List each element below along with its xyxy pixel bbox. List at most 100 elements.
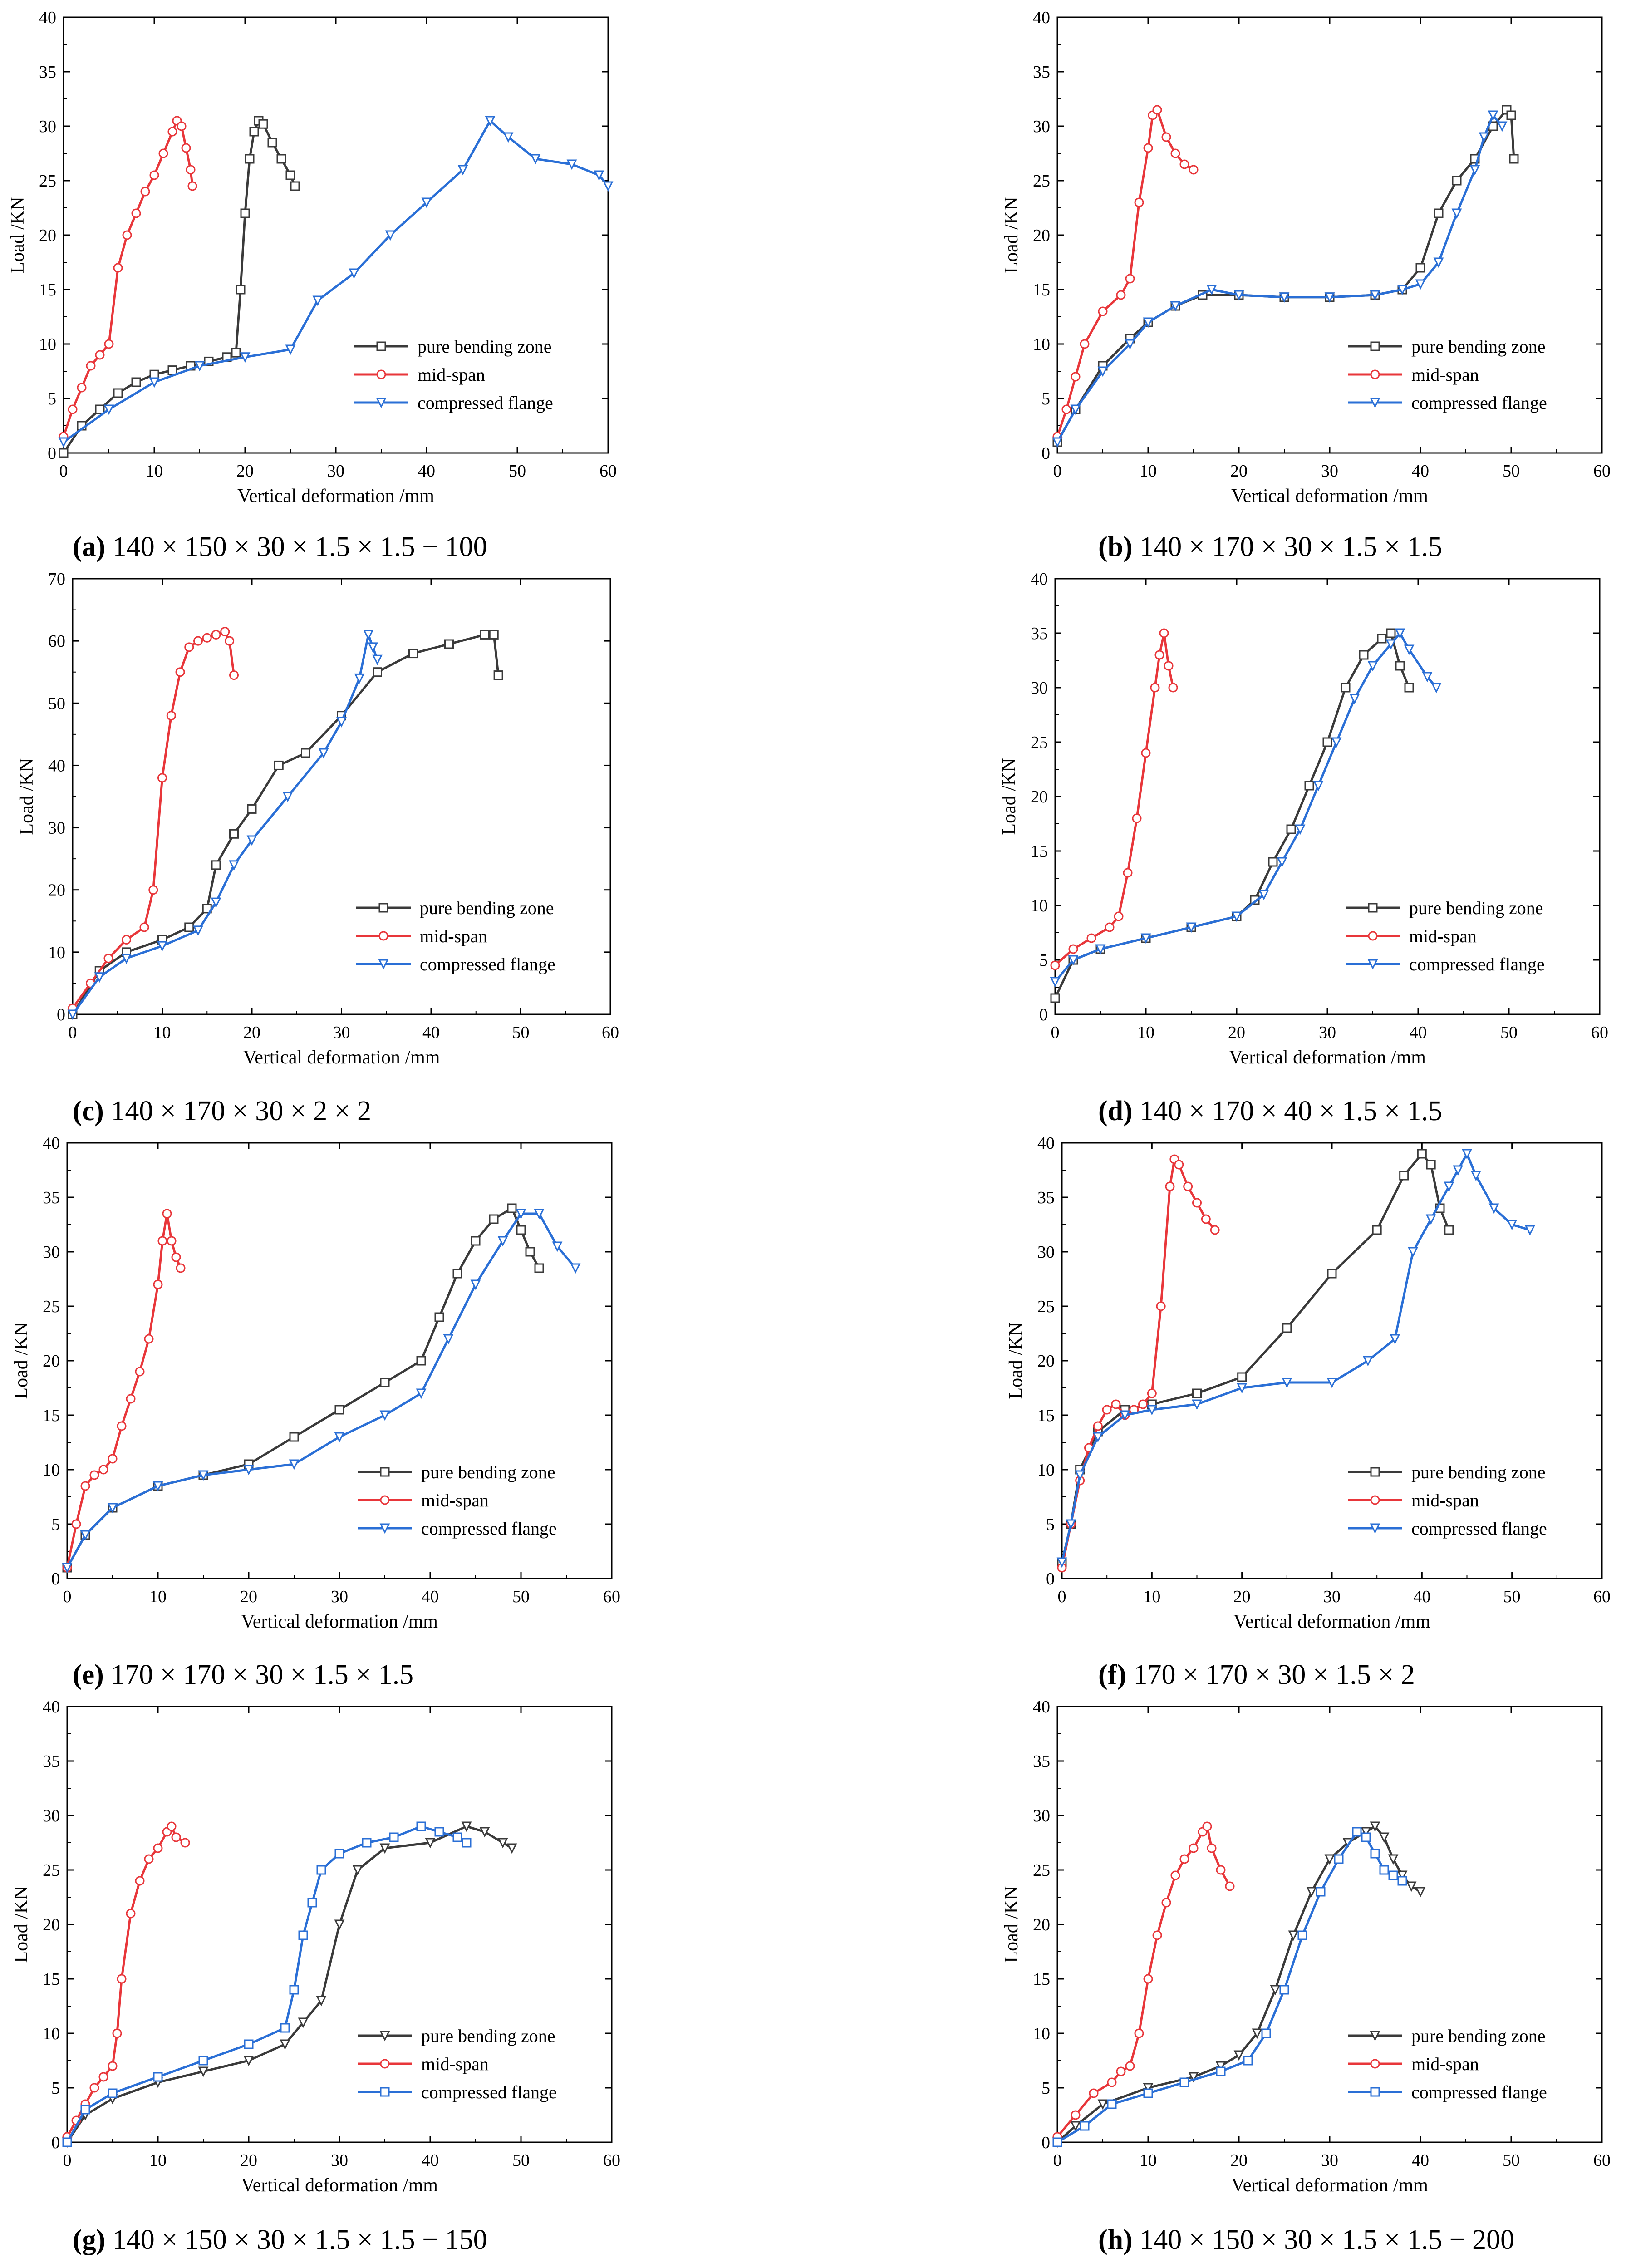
y-tick-label: 40 [43, 1697, 60, 1717]
data-point-pure [1237, 1372, 1247, 1382]
data-point-comp [416, 1388, 427, 1399]
data-point-mid [117, 1974, 127, 1984]
data-point-pure [298, 2017, 309, 2028]
data-point-comp [149, 377, 160, 388]
caption-d: (d) 140 × 170 × 40 × 1.5 × 1.5 [1098, 1093, 1442, 1129]
caption-a-text: 140 × 150 × 30 × 1.5 × 1.5 − 100 [105, 531, 487, 562]
data-point-comp [157, 941, 167, 952]
data-point-comp [1470, 1171, 1481, 1181]
legend-marker-comp [1370, 1523, 1380, 1534]
data-point-pure [1286, 824, 1296, 834]
data-point-pure [276, 154, 286, 164]
data-point-comp [229, 860, 239, 871]
data-point-pure [489, 1214, 499, 1224]
x-axis-label: Vertical deformation /mm [1231, 486, 1428, 507]
data-point-pure [1361, 1827, 1371, 1838]
data-point-pure [1415, 263, 1425, 273]
x-tick-label: 0 [69, 1023, 77, 1042]
data-point-mid [157, 1236, 167, 1246]
y-tick-label: 10 [48, 943, 65, 962]
data-point-pure [1324, 1854, 1335, 1865]
data-point-pure [1215, 2061, 1226, 2072]
data-point-pure [408, 649, 418, 659]
data-point-comp [1068, 955, 1079, 966]
y-tick-label: 5 [1041, 2079, 1050, 2098]
data-point-comp [485, 116, 496, 127]
y-tick-label: 0 [1041, 2133, 1050, 2152]
legend-label-pure: pure bending zone [418, 336, 551, 357]
data-point-comp [62, 1563, 73, 1574]
data-point-comp [1186, 922, 1197, 933]
series-pure [1052, 1821, 1426, 2148]
data-point-comp [1056, 1557, 1067, 1568]
data-point-comp [389, 1832, 399, 1842]
data-point-comp [497, 1236, 508, 1247]
data-point-mid [1216, 1865, 1226, 1875]
data-point-mid [1125, 274, 1135, 284]
data-point-pure [1372, 1225, 1382, 1235]
y-tick-label: 15 [43, 1970, 60, 1989]
data-point-pure [95, 404, 105, 414]
caption-b-letter: (b) [1098, 531, 1133, 562]
y-axis-label: Load /KN [1006, 1322, 1027, 1399]
data-point-mid [202, 633, 212, 643]
data-point-mid [98, 1465, 108, 1475]
data-point-mid [140, 187, 150, 197]
data-point-comp [1095, 944, 1106, 955]
data-point-pure [1386, 628, 1396, 638]
y-tick-label: 25 [1037, 1297, 1055, 1316]
data-point-comp [1397, 1876, 1407, 1886]
plot-frame [1056, 16, 1603, 454]
x-tick-label: 20 [236, 462, 254, 481]
data-point-mid [187, 181, 197, 191]
series-line-comp [66, 1212, 576, 1569]
data-point-pure [316, 1996, 327, 2007]
data-point-comp [1349, 694, 1360, 704]
data-point-pure [434, 1312, 444, 1322]
y-tick-label: 20 [39, 226, 56, 245]
series-comp [62, 1209, 581, 1574]
series-mid [1052, 1821, 1235, 2142]
y-tick-label: 40 [48, 756, 65, 775]
y-tick-label: 15 [1033, 1970, 1050, 1989]
data-point-comp [1282, 1378, 1292, 1388]
data-point-comp [1361, 1832, 1371, 1842]
data-point-pure [1379, 1832, 1390, 1843]
series-mid [1050, 628, 1178, 970]
legend-marker-pure [378, 903, 388, 913]
data-point-comp [1170, 301, 1181, 312]
series-line-mid [66, 1825, 186, 2138]
data-point-pure [1322, 737, 1332, 747]
data-point-mid [144, 1854, 154, 1864]
x-tick-label: 40 [422, 2151, 439, 2170]
y-tick-label: 15 [1033, 280, 1050, 300]
data-point-comp [421, 197, 432, 208]
x-tick-label: 10 [149, 2151, 167, 2170]
data-point-mid [1102, 1405, 1112, 1415]
x-tick-label: 30 [331, 1587, 348, 1606]
data-point-mid [1168, 683, 1178, 693]
data-point-comp [1462, 1149, 1472, 1160]
x-tick-label: 10 [149, 1587, 167, 1606]
data-point-comp [240, 352, 251, 363]
y-tick-label: 20 [1031, 787, 1048, 807]
series-line-pure [66, 1207, 540, 1569]
data-point-pure [1377, 634, 1387, 644]
legend-label-comp: compressed flange [421, 1518, 557, 1539]
data-point-mid [186, 165, 196, 175]
legend-marker-pure [380, 1467, 390, 1477]
data-point-mid [1170, 148, 1180, 158]
x-tick-label: 50 [512, 1587, 530, 1606]
series-line-pure [1054, 632, 1410, 999]
data-point-comp [443, 1334, 454, 1345]
data-point-pure [240, 208, 250, 218]
data-point-comp [198, 1470, 209, 1481]
x-tick-label: 10 [1140, 462, 1157, 481]
plot-frame [1061, 1142, 1603, 1579]
data-point-pure [506, 1843, 517, 1854]
y-axis-label: Load /KN [11, 1886, 32, 1963]
legend-label-mid: mid-span [421, 1490, 489, 1510]
data-point-pure [480, 630, 490, 640]
series-comp [1050, 628, 1442, 988]
caption-d-text: 140 × 170 × 40 × 1.5 × 1.5 [1132, 1096, 1443, 1127]
